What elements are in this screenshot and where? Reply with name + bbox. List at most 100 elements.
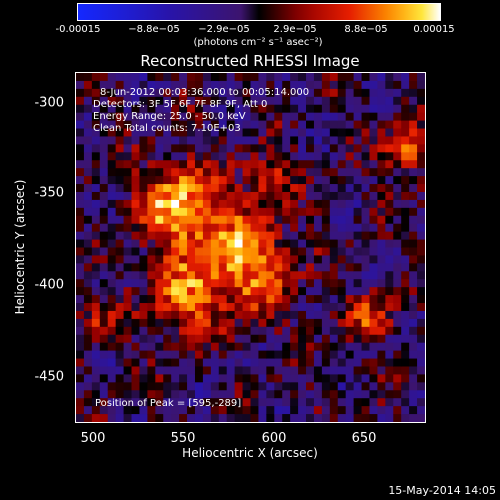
heatmap-cell [345, 350, 355, 360]
heatmap-cell [385, 207, 394, 217]
heatmap-cell [147, 303, 156, 312]
heatmap-cell [234, 366, 244, 375]
heatmap-cell [76, 223, 85, 233]
heatmap-cell [171, 112, 180, 122]
heatmap-cell [163, 366, 172, 375]
heatmap-cell [194, 223, 204, 233]
heatmap-cell [155, 96, 164, 106]
heatmap-cell [99, 350, 109, 360]
heatmap-cell [210, 358, 220, 367]
heatmap-cell [202, 168, 212, 177]
heatmap-cell [187, 279, 196, 288]
heatmap-cell [321, 398, 331, 407]
heatmap-cell [321, 287, 331, 296]
heatmap-cell [306, 199, 315, 209]
heatmap-cell [91, 255, 101, 264]
heatmap-cell [250, 366, 259, 375]
heatmap-cell [107, 112, 117, 122]
heatmap-cell [123, 120, 133, 130]
heatmap-cell [83, 73, 93, 82]
heatmap-cell [369, 160, 378, 169]
heatmap-cell [345, 303, 355, 312]
heatmap-cell [155, 176, 164, 185]
heatmap-cell [218, 223, 228, 233]
heatmap-cell [409, 191, 418, 201]
heatmap-cell [202, 112, 212, 122]
heatmap-cell [409, 184, 418, 193]
heatmap-cell [202, 160, 212, 169]
heatmap-cell [282, 326, 291, 336]
heatmap-cell [76, 382, 85, 391]
heatmap-cell [377, 382, 386, 391]
heatmap-cell [274, 231, 283, 241]
heatmap-cell [163, 207, 172, 217]
heatmap-cell [99, 136, 109, 145]
heatmap-cell [139, 271, 148, 280]
heatmap-cell [337, 120, 347, 130]
heatmap-cell [139, 223, 148, 233]
heatmap-cell [123, 168, 133, 177]
heatmap-cell [337, 398, 347, 407]
heatmap-cell [115, 223, 125, 233]
heatmap-cell [99, 406, 109, 415]
heatmap-cell [353, 215, 363, 225]
heatmap-cell [385, 231, 394, 241]
heatmap-cell [258, 96, 267, 106]
heatmap-cell [123, 318, 133, 328]
heatmap-cell [290, 160, 299, 169]
heatmap-cell [210, 199, 220, 209]
heatmap-cell [401, 318, 410, 328]
heatmap-cell [147, 310, 156, 320]
heatmap-cell [417, 350, 425, 360]
heatmap-cell [234, 120, 244, 130]
heatmap-cell [123, 136, 133, 145]
heatmap-cell [187, 199, 196, 209]
heatmap-cell [83, 255, 93, 264]
heatmap-cell [258, 120, 267, 130]
heatmap-cell [393, 279, 402, 288]
heatmap-cell [258, 334, 267, 344]
heatmap-cell [91, 176, 101, 185]
heatmap-cell [274, 168, 283, 177]
heatmap-cell [171, 88, 180, 98]
heatmap-cell [99, 191, 109, 201]
heatmap-cell [123, 160, 133, 169]
heatmap-cell [329, 176, 339, 185]
heatmap-cell [76, 152, 85, 161]
heatmap-cell [242, 374, 251, 383]
heatmap-cell [83, 318, 93, 328]
heatmap-cell [298, 239, 307, 248]
heatmap-cell [282, 295, 291, 304]
heatmap-cell [194, 366, 204, 375]
heatmap-cell [76, 199, 85, 209]
heatmap-cell [417, 96, 425, 106]
heatmap-cell [250, 136, 259, 145]
heatmap-cell [115, 207, 125, 217]
heatmap-cell [385, 303, 394, 312]
heatmap-cell [194, 295, 204, 304]
heatmap-cell [377, 136, 386, 145]
heatmap-cell [385, 271, 394, 280]
heatmap-cell [258, 88, 267, 98]
heatmap-cell [123, 382, 133, 391]
heatmap-cell [274, 88, 283, 98]
heatmap-cell [409, 390, 418, 399]
heatmap-cell [76, 390, 85, 399]
heatmap-cell [321, 168, 331, 177]
heatmap-cell [361, 350, 370, 360]
heatmap-cell [258, 104, 267, 114]
heatmap-cell [179, 342, 188, 352]
heatmap-cell [179, 239, 188, 248]
heatmap-cell [258, 295, 267, 304]
heatmap-cell [179, 255, 188, 264]
heatmap-cell [171, 160, 180, 169]
heatmap-cell [345, 152, 355, 161]
heatmap-cell [139, 207, 148, 217]
heatmap-cell [163, 287, 172, 296]
heatmap-cell [329, 136, 339, 145]
heatmap-cell [171, 239, 180, 248]
heatmap-cell [321, 136, 331, 145]
heatmap-cell [202, 239, 212, 248]
heatmap-cell [369, 96, 378, 106]
heatmap-cell [417, 168, 425, 177]
